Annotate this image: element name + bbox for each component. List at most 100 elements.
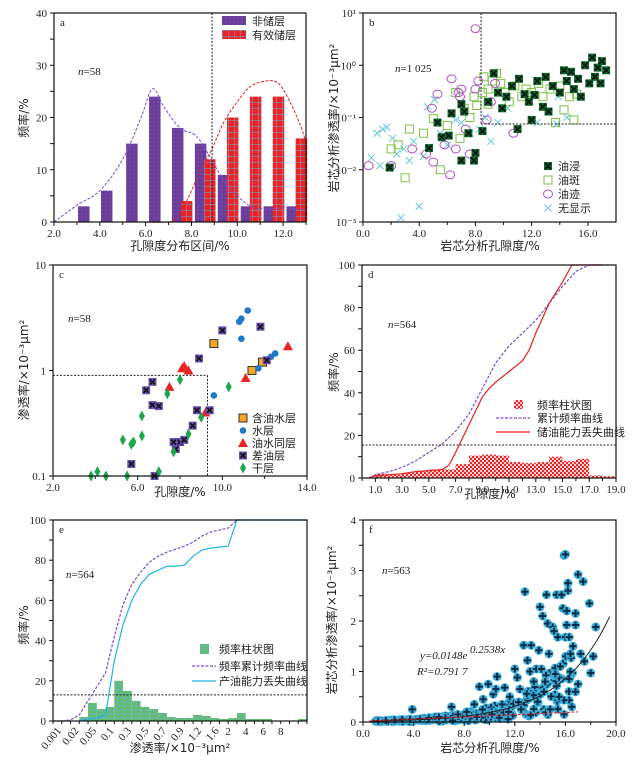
data-point	[432, 89, 443, 99]
data-point-cross	[460, 107, 468, 116]
x-tick-label: 8.0	[457, 728, 471, 740]
x-tick-label: 4.0	[412, 228, 426, 240]
histogram-bar	[140, 706, 150, 721]
data-point-cross	[449, 717, 457, 725]
histogram-bar	[79, 716, 89, 721]
sample-count-annotation: n=1 025	[395, 63, 432, 75]
data-point-cross	[556, 662, 564, 670]
data-point-cross	[479, 695, 487, 703]
data-point	[282, 341, 293, 351]
histogram-bar	[184, 717, 194, 721]
data-point-cross	[602, 66, 610, 74]
data-point-cross	[555, 693, 563, 701]
data-point-cross	[457, 100, 465, 108]
data-point-cross	[530, 91, 539, 99]
y-tick-label: 2	[351, 616, 357, 628]
histogram-bar	[210, 717, 220, 721]
data-point-cross	[470, 700, 478, 708]
data-point-cross	[574, 571, 582, 579]
data-point-cross	[514, 125, 522, 133]
legend-label: 频率柱状图	[537, 398, 592, 412]
data-point-cross	[567, 68, 575, 76]
data-point-cross	[501, 684, 509, 692]
data-point	[177, 374, 183, 386]
x-tick-label: 14.0	[297, 482, 317, 494]
data-point-cross	[561, 550, 569, 558]
histogram-bar	[495, 455, 510, 478]
y-tick-label: 1	[351, 667, 357, 679]
histogram-bar	[509, 462, 523, 478]
bar-non-reservoir	[286, 206, 299, 222]
data-point	[451, 116, 460, 124]
data-point	[565, 92, 575, 102]
data-point-cross	[534, 698, 542, 706]
data-point	[562, 113, 571, 122]
data-point-cross	[448, 703, 456, 711]
data-point	[240, 372, 251, 382]
histogram-bar	[562, 460, 576, 478]
data-point-cross	[464, 129, 472, 137]
data-point-cross	[189, 422, 196, 429]
data-point	[508, 128, 519, 138]
x-tick-label: 16.0	[556, 728, 576, 740]
data-point-cross	[579, 578, 587, 586]
histogram-bar	[428, 469, 443, 478]
data-point-cross	[447, 109, 456, 117]
data-point	[164, 388, 171, 400]
data-point-cross	[438, 133, 446, 141]
y-axis-label: 频率/%	[326, 352, 341, 391]
data-point-cross	[425, 144, 433, 152]
bar-effective-reservoir	[181, 201, 193, 222]
legend-label: 有效储层	[252, 28, 296, 42]
x-tick-label: 16.0	[578, 228, 598, 240]
data-point-cross	[523, 656, 531, 664]
data-point	[399, 145, 408, 153]
legend-label: 频率柱状图	[219, 642, 274, 656]
bar-non-reservoir	[126, 143, 138, 222]
data-point-cross	[541, 678, 549, 686]
data-point-cross	[408, 705, 416, 713]
data-point-cross	[539, 612, 547, 620]
data-point	[225, 381, 232, 393]
data-point	[164, 381, 175, 391]
data-point-cross	[475, 683, 483, 691]
x-tick-label: 4.0	[93, 228, 107, 240]
data-point-cross	[542, 591, 550, 599]
data-point-cross	[498, 700, 506, 708]
x-tick-label: 8	[278, 726, 284, 738]
legend-label: 频率累计频率曲线	[219, 659, 307, 673]
data-point	[472, 100, 482, 110]
histogram-bar	[254, 718, 264, 721]
data-point-cross	[530, 678, 538, 686]
y-tick-label: 60	[344, 345, 356, 357]
data-point	[551, 118, 561, 128]
data-point-cross	[435, 713, 443, 721]
bar-non-reservoir	[217, 174, 230, 222]
panel-c: 2.0 6.0 10.0 14.0 0.1 1 10 c n=58 渗透率/×10⁻³μm² 孔隙度…	[16, 260, 317, 499]
y-tick-label: 20	[35, 676, 47, 688]
bar-non-reservoir	[171, 127, 184, 222]
data-point	[405, 156, 414, 165]
x-tick-label: 6	[260, 726, 266, 738]
plot-frame	[361, 264, 617, 479]
histogram-bar	[468, 455, 483, 478]
data-point-cross	[547, 693, 555, 701]
data-point	[470, 84, 481, 94]
y-tick-label: 10⁻²	[336, 165, 357, 177]
data-point	[457, 118, 466, 127]
sample-count-annotation: n=58	[78, 66, 101, 78]
legend-label: 干层	[252, 462, 274, 475]
data-point-cross	[155, 403, 162, 410]
data-point-cross	[257, 323, 264, 330]
legend-label: 油浸	[558, 159, 580, 173]
x-tick-label: 0.0	[356, 728, 370, 740]
y-tick-label: 10	[36, 165, 48, 177]
data-point	[415, 202, 424, 211]
data-point-cross	[508, 82, 516, 90]
data-point	[94, 466, 101, 478]
legend-label: 差油层	[252, 449, 285, 463]
data-point-cross	[520, 641, 528, 649]
panel-b: 0.0 4.0 8.0 12.0 16.0 10⁻³ 10⁻² 10⁻¹ 10⁰ 10¹ b n=1 …	[326, 8, 617, 253]
x-tick-label: 0.02	[60, 725, 82, 747]
data-point	[179, 361, 190, 371]
